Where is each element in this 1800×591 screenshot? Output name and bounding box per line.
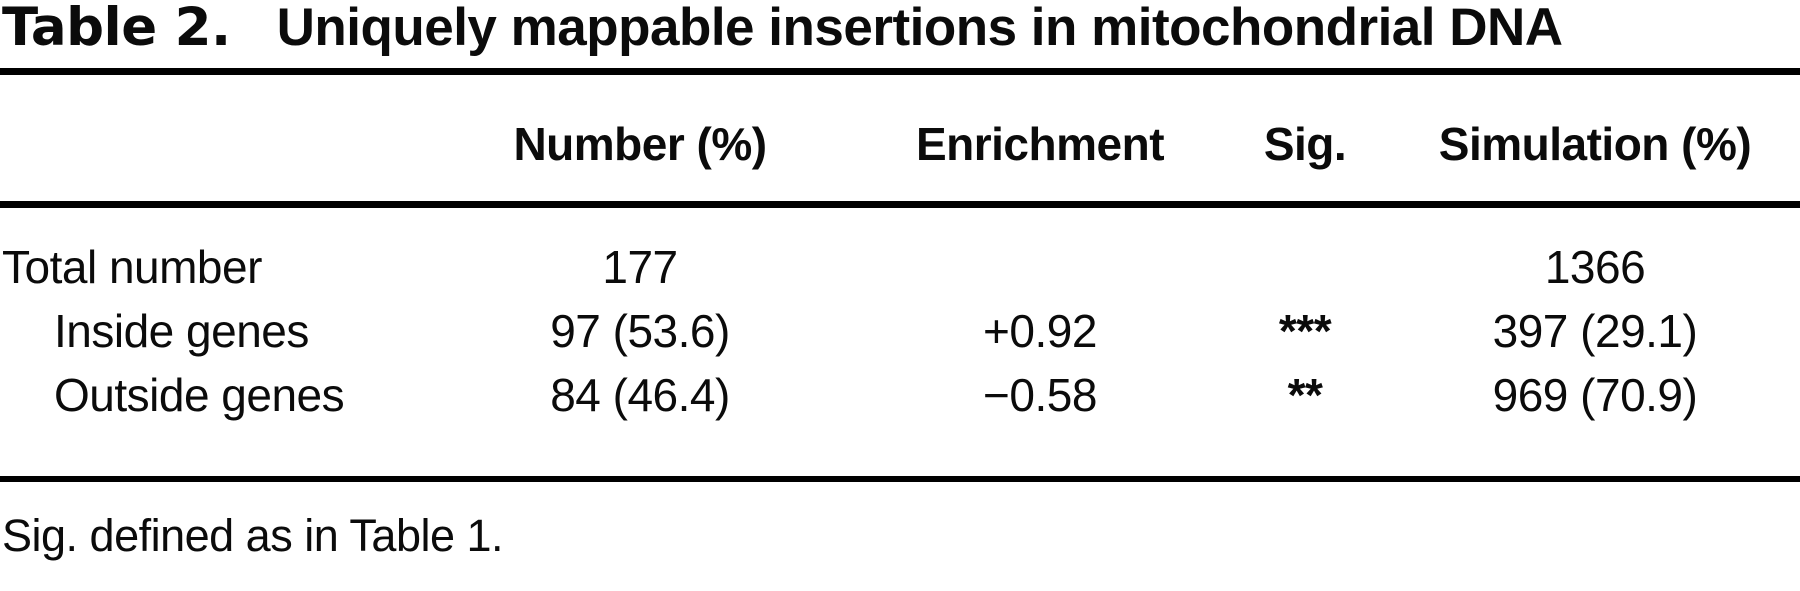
cell-simulation: 969 (70.9) (1492, 369, 1698, 422)
table-caption: Uniquely mappable insertions in mitochon… (276, 0, 1563, 57)
header-row: Number (%) Enrichment Sig. Simulation (%… (0, 71, 1800, 209)
cell-number: 84 (46.4) (550, 369, 730, 422)
table-title: Table 2. Uniquely mappable insertions in … (0, 0, 1800, 68)
cell-enrichment (860, 205, 1220, 300)
table-number-label: Table 2. (2, 0, 231, 58)
cell-sig: ** (1287, 369, 1323, 422)
cell-enrichment: +0.92 (983, 305, 1097, 358)
cell-simulation: 1366 (1544, 241, 1646, 294)
row-label: Inside genes (54, 305, 309, 358)
table-row: Inside genes 97 (53.6) +0.92 *** 397 (29… (0, 299, 1800, 363)
table-row: Total number 177 1366 (0, 205, 1800, 300)
col-header-number: Number (%) (420, 71, 860, 209)
col-header-enrichment: Enrichment (860, 71, 1220, 209)
cell-sig (1220, 205, 1390, 300)
col-header-sig: Sig. (1220, 71, 1390, 209)
row-label: Outside genes (54, 369, 345, 422)
cell-simulation: 397 (29.1) (1492, 305, 1698, 358)
cell-enrichment: −0.58 (983, 369, 1097, 422)
col-header-rowlabel (0, 71, 420, 209)
cell-number: 177 (602, 241, 678, 294)
cell-number: 97 (53.6) (550, 305, 730, 358)
table-row: Outside genes 84 (46.4) −0.58 ** 969 (70… (0, 363, 1800, 479)
table-footnote: Sig. defined as in Table 1. (2, 510, 504, 562)
row-label: Total number (2, 241, 262, 294)
data-table: Number (%) Enrichment Sig. Simulation (%… (0, 68, 1800, 483)
cell-sig: *** (1278, 305, 1332, 358)
col-header-simulation: Simulation (%) (1390, 71, 1800, 209)
